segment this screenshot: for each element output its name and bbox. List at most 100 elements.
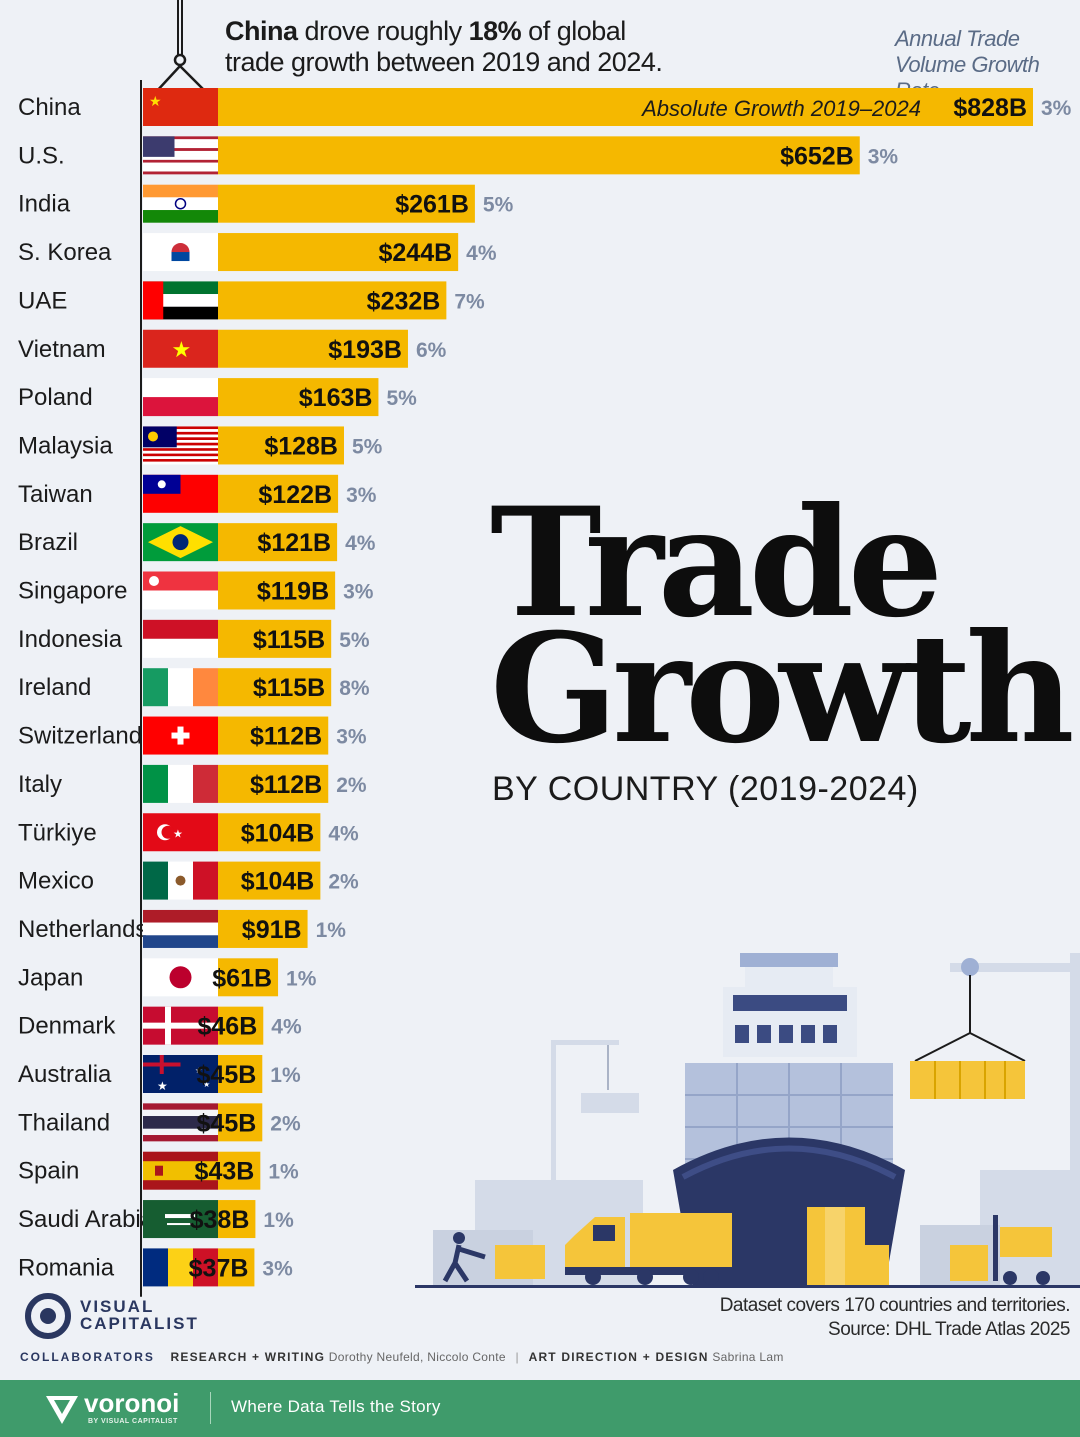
- bar: [218, 1248, 255, 1287]
- bar: [218, 571, 336, 610]
- value-label: $828B: [953, 94, 1027, 122]
- value-label: $244B: [378, 239, 452, 267]
- value-label: $121B: [257, 529, 331, 557]
- bar: [218, 281, 447, 320]
- japan-flag: [143, 958, 218, 997]
- svg-text:★: ★: [195, 1066, 202, 1075]
- bar: [218, 88, 1033, 126]
- country-label: Australia: [18, 1061, 112, 1088]
- country-label: Italy: [18, 771, 62, 798]
- country-label: Taiwan: [18, 481, 93, 508]
- growth-rate-label: 1%: [316, 919, 347, 942]
- bar: [218, 329, 408, 368]
- bar: [218, 136, 860, 175]
- value-label: $232B: [367, 287, 441, 315]
- netherlands-flag: [143, 909, 218, 948]
- value-label: $104B: [241, 868, 315, 896]
- country-label: Ireland: [18, 674, 91, 701]
- growth-rate-label: 4%: [466, 242, 497, 265]
- brazil-flag: [143, 523, 218, 562]
- voronoi-logo-icon: [46, 1396, 78, 1424]
- value-label: $37B: [189, 1254, 249, 1282]
- spain-flag: [143, 1151, 218, 1190]
- value-label: $115B: [253, 626, 325, 654]
- growth-rate-label: 1%: [268, 1161, 299, 1184]
- value-label: $115B: [253, 674, 325, 702]
- taiwan-flag: [143, 474, 218, 513]
- country-label: Mexico: [18, 868, 94, 895]
- growth-rate-label: 4%: [271, 1016, 302, 1039]
- indonesia-flag: [143, 619, 218, 658]
- south-korea-flag: [143, 233, 218, 272]
- bar: [218, 861, 321, 900]
- country-label: Japan: [18, 964, 83, 991]
- bar: [218, 716, 329, 755]
- value-label: $38B: [190, 1206, 250, 1234]
- bar: [218, 184, 475, 223]
- footer-band: [0, 1380, 1080, 1437]
- voronoi-byline: BY VISUAL CAPITALIST: [88, 1418, 178, 1425]
- growth-rate-label: 2%: [328, 871, 359, 894]
- bar: [218, 1055, 263, 1093]
- country-label: Spain: [18, 1158, 79, 1185]
- page-title: Trade Growth: [490, 475, 1075, 777]
- svg-text:★: ★: [149, 93, 162, 109]
- growth-rate-label: 5%: [339, 629, 370, 652]
- svg-text:★: ★: [203, 1080, 210, 1089]
- bar: [218, 764, 329, 803]
- country-label: Malaysia: [18, 432, 113, 459]
- denmark-flag: [143, 1006, 218, 1045]
- growth-rate-label: 3%: [336, 726, 367, 749]
- bar: [218, 668, 332, 707]
- bar: [218, 1006, 264, 1045]
- country-label: Singapore: [18, 578, 127, 605]
- bar: [218, 233, 459, 272]
- country-label: Romania: [18, 1254, 115, 1281]
- saudi-arabia-flag: [143, 1200, 218, 1239]
- growth-rate-label: 6%: [416, 339, 447, 362]
- bar: [218, 813, 321, 852]
- growth-rate-label: 3%: [346, 484, 377, 507]
- value-label: $122B: [258, 481, 332, 509]
- bar: [218, 426, 344, 465]
- growth-rate-label: 3%: [343, 581, 374, 604]
- growth-rate-label: 5%: [483, 194, 514, 217]
- value-label: $43B: [195, 1158, 255, 1186]
- country-label: Brazil: [18, 529, 78, 556]
- country-label: U.S.: [18, 142, 65, 169]
- absolute-growth-label: Absolute Growth 2019–2024: [640, 96, 921, 121]
- growth-rate-label: 3%: [1041, 97, 1072, 120]
- growth-rate-label: 5%: [352, 435, 383, 458]
- bar: [218, 909, 308, 948]
- growth-rate-label: 1%: [286, 967, 317, 990]
- growth-rate-label: 2%: [336, 774, 367, 797]
- malaysia-flag: [143, 426, 218, 465]
- bar-chart: China ★ $828B 3% Absolute Growth 2019–2024 U.…: [18, 80, 1072, 1297]
- country-label: UAE: [18, 287, 67, 314]
- country-label: China: [18, 94, 81, 121]
- growth-rate-label: 4%: [328, 822, 359, 845]
- voronoi-brand: voronoi: [84, 1388, 180, 1418]
- china-flag: ★: [143, 88, 218, 126]
- value-label: $45B: [197, 1109, 257, 1137]
- visual-capitalist-logo-icon: [25, 1293, 71, 1339]
- value-label: $91B: [242, 916, 302, 944]
- svg-text:★: ★: [173, 828, 183, 840]
- turkiye-flag: ★: [143, 813, 218, 852]
- uae-flag: [143, 281, 218, 320]
- usa-flag: [143, 136, 218, 175]
- growth-rate-label: 3%: [868, 145, 899, 168]
- value-label: $61B: [212, 964, 272, 992]
- growth-rate-label: 1%: [270, 1064, 301, 1087]
- value-label: $163B: [299, 384, 373, 412]
- bar: [218, 1151, 261, 1190]
- value-label: $119B: [257, 578, 329, 606]
- country-label: Vietnam: [18, 336, 106, 363]
- value-label: $46B: [198, 1013, 258, 1041]
- bar: [218, 474, 339, 513]
- india-flag: [143, 184, 218, 223]
- source-note: Dataset covers 170 countries and territo…: [719, 1295, 1071, 1340]
- bar: [218, 523, 338, 562]
- country-label: S. Korea: [18, 239, 112, 266]
- value-label: $128B: [264, 432, 338, 460]
